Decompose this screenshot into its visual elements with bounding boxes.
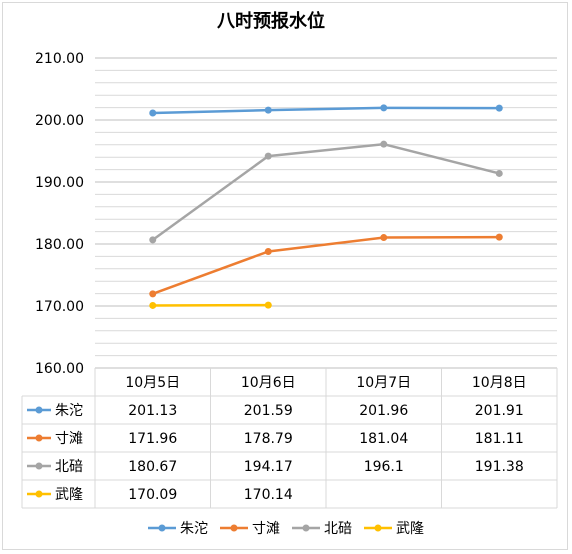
data-table-value: 201.59 [244, 403, 293, 419]
table-legend-key-marker [35, 434, 43, 442]
category-label: 10月6日 [241, 375, 296, 391]
gridlines [95, 57, 557, 369]
legend-label: 北碚 [324, 521, 352, 537]
data-point [495, 233, 503, 241]
plot-area [149, 104, 503, 309]
series-line [151, 235, 501, 296]
legend-label: 武隆 [396, 521, 424, 537]
data-table-value: 180.67 [128, 459, 177, 475]
legend-key-marker [302, 524, 310, 532]
data-table-value: 194.17 [244, 459, 293, 475]
legend-key-marker [158, 524, 166, 532]
data-point [264, 152, 272, 160]
category-label: 10月5日 [125, 375, 180, 391]
data-table-value: 170.09 [128, 487, 177, 503]
data-point [495, 104, 503, 112]
y-axis: 160.00 170.00 180.00 190.00 200.00 210.00 [35, 51, 84, 377]
data-table-value: 181.11 [475, 431, 524, 447]
data-point [380, 104, 388, 112]
data-point [380, 140, 388, 148]
y-tick-label: 210.00 [35, 51, 84, 67]
data-point [149, 290, 157, 298]
series-line [151, 142, 501, 242]
table-legend-key-marker [35, 490, 43, 498]
y-tick-label: 180.00 [35, 237, 84, 253]
y-tick-label: 190.00 [35, 175, 84, 191]
chart-frame [2, 2, 568, 550]
legend-key-marker [374, 524, 382, 532]
category-label: 10月7日 [356, 375, 411, 391]
table-series-name: 寸滩 [55, 431, 83, 447]
data-point [264, 301, 272, 309]
series-line [151, 106, 501, 115]
legend: 朱沱 寸滩 北碚 武隆 [148, 520, 424, 537]
table-series-name: 朱沱 [55, 402, 83, 419]
table-series-name: 武隆 [55, 487, 83, 503]
table-legend-key-marker [35, 406, 43, 414]
data-table-value: 170.14 [244, 487, 293, 503]
data-table-value: 201.96 [359, 403, 408, 419]
legend-label: 寸滩 [252, 521, 280, 537]
legend-key-marker [230, 524, 238, 532]
table-series-name: 北碚 [55, 459, 83, 475]
data-table-value: 196.1 [364, 459, 404, 475]
legend-label: 朱沱 [180, 520, 208, 537]
data-table-value: 201.91 [475, 403, 524, 419]
data-point [495, 169, 503, 177]
data-table-value: 191.38 [475, 459, 524, 475]
data-table-value: 181.04 [359, 431, 408, 447]
data-table-value: 171.96 [128, 431, 177, 447]
data-table-value: 178.79 [244, 431, 293, 447]
data-point [380, 234, 388, 242]
chart-title: 八时预报水位 [217, 10, 325, 32]
data-point [264, 248, 272, 256]
table-legend-key-marker [35, 462, 43, 470]
data-point [149, 109, 157, 117]
y-tick-label: 170.00 [35, 299, 84, 315]
data-table-value: 201.13 [128, 403, 177, 419]
y-tick-label: 200.00 [35, 113, 84, 129]
y-tick-label: 160.00 [35, 361, 84, 377]
category-label: 10月8日 [472, 375, 527, 391]
data-point [264, 106, 272, 114]
data-point [149, 236, 157, 244]
data-point [149, 301, 157, 309]
